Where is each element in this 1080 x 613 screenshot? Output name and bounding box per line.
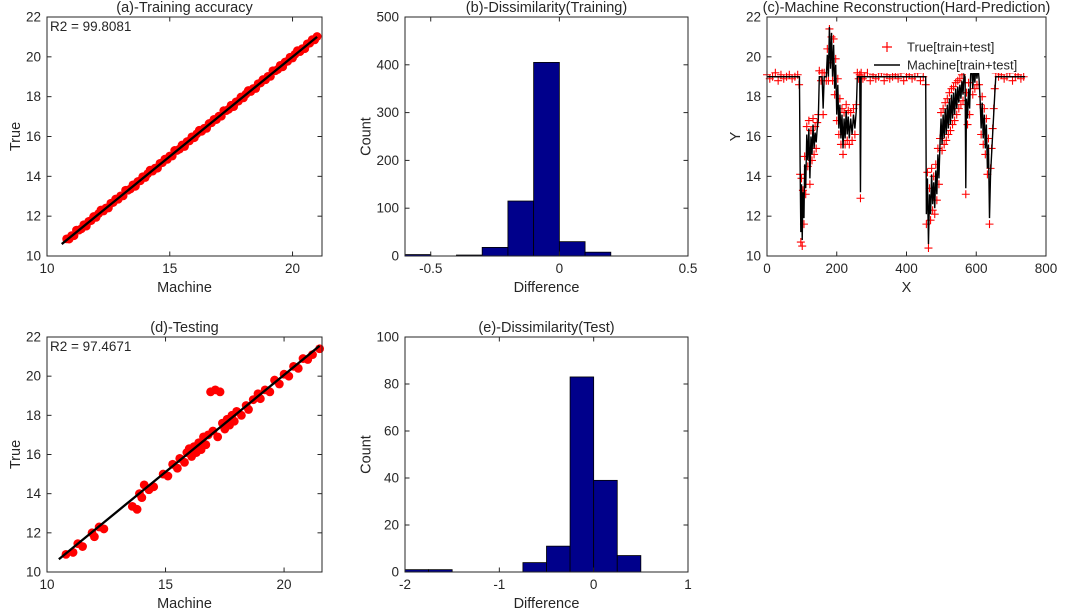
histogram-bars	[404, 376, 642, 573]
y-tick-label: 200	[376, 153, 399, 168]
x-tick-label: 200	[825, 261, 848, 276]
x-tick-label: 0.5	[679, 261, 698, 276]
x-tick-label: 15	[158, 577, 173, 592]
axes-box	[404, 336, 689, 573]
y-tick-label: 0	[391, 565, 399, 580]
x-tick-label: -1	[493, 577, 505, 592]
subplot-title: (b)-Dissimilarity(Training)	[466, 0, 627, 16]
x-tick-label: 0	[556, 261, 564, 276]
y-tick-label: 10	[26, 565, 41, 580]
y-tick-label: 100	[376, 330, 399, 345]
x-tick-label: 20	[277, 577, 292, 592]
x-tick-label: 800	[1035, 261, 1058, 276]
x-tick-label: -0.5	[419, 261, 442, 276]
x-axis-label: Machine	[157, 596, 212, 612]
y-tick-label: 18	[746, 89, 761, 104]
y-tick-label: 14	[746, 169, 762, 184]
r2-annotation: R2 = 99.8081	[50, 19, 131, 34]
subplot-title: (c)-Machine Reconstruction(Hard-Predicti…	[763, 0, 1051, 16]
y-tick-label: 18	[26, 89, 41, 104]
y-axis-label: True	[8, 122, 24, 151]
y-tick-label: 20	[26, 49, 41, 64]
axes-ticks	[46, 336, 322, 573]
y-tick-label: 40	[384, 471, 399, 486]
x-tick-label: 1	[684, 577, 692, 592]
y-tick-label: 16	[26, 129, 41, 144]
x-tick-label: 10	[39, 261, 54, 276]
y-tick-label: 20	[384, 518, 399, 533]
y-tick-label: 14	[26, 169, 42, 184]
axes-ticks	[404, 336, 689, 573]
x-axis-label: X	[902, 280, 912, 296]
x-axis-label: Difference	[514, 280, 580, 296]
y-tick-label: 18	[26, 408, 41, 423]
plot-area	[405, 337, 688, 572]
y-tick-label: 20	[26, 369, 41, 384]
x-tick-label: 20	[285, 261, 300, 276]
x-tick-label: 10	[39, 577, 54, 592]
y-tick-label: 300	[376, 105, 399, 120]
y-tick-label: 12	[26, 209, 41, 224]
legend-plus-icon	[882, 42, 892, 52]
x-tick-label: 400	[895, 261, 918, 276]
y-tick-label: 400	[376, 57, 399, 72]
x-tick-label: -2	[399, 577, 411, 592]
y-tick-label: 10	[746, 249, 761, 264]
subplot-d: 10 15 20 10 12 14 16 18 20 22 (d)-Testing Machine Tr…	[8, 320, 325, 612]
legend-label: True[train+test]	[907, 40, 994, 55]
subplot-title: (a)-Training accuracy	[116, 0, 253, 16]
legend-label: Machine[train+test]	[907, 58, 1017, 73]
true-plus-markers	[763, 24, 1028, 253]
axes-ticks	[766, 16, 1047, 257]
y-axis-label: Count	[359, 435, 375, 474]
y-tick-label: 0	[391, 249, 399, 264]
subplot-title: (e)-Dissimilarity(Test)	[478, 320, 614, 336]
x-axis-label: Machine	[157, 280, 212, 296]
legend: True[train+test] Machine[train+test]	[868, 33, 1044, 73]
y-tick-label: 22	[746, 10, 761, 25]
y-tick-label: 20	[746, 49, 761, 64]
y-tick-label: 12	[26, 525, 41, 540]
y-tick-label: 12	[746, 209, 761, 224]
subplot-a: 10 15 20 10 12 14 16 18 20 22 (a)-Training accurac…	[8, 0, 323, 296]
fit-line	[61, 36, 318, 245]
y-tick-label: 80	[384, 377, 399, 392]
y-tick-label: 100	[376, 201, 399, 216]
y-tick-label: 10	[26, 249, 41, 264]
y-tick-label: 16	[746, 129, 761, 144]
x-tick-label: 0	[590, 577, 598, 592]
x-tick-label: 600	[965, 261, 988, 276]
x-tick-label: 15	[162, 261, 177, 276]
y-axis-label: Y	[728, 131, 744, 141]
fit-line	[58, 344, 321, 561]
subplot-c: 0 200 400 600 800 10 12 14 16 18 20 22(c)-Machine R…	[728, 0, 1057, 296]
axes-ticks	[405, 16, 689, 257]
y-tick-label: 500	[376, 10, 399, 25]
y-tick-label: 22	[26, 330, 41, 345]
y-tick-label: 60	[384, 424, 399, 439]
x-tick-label: 0	[763, 261, 771, 276]
y-tick-label: 14	[26, 486, 42, 501]
y-axis-label: Count	[359, 117, 375, 156]
axes-ticks	[46, 16, 322, 257]
y-tick-label: 16	[26, 447, 41, 462]
machine-line	[767, 26, 1026, 245]
subplot-e: -2 -1 0 1020406080100(e)-Dissimilarity(Test…	[359, 320, 692, 612]
subplot-title: (d)-Testing	[150, 320, 219, 336]
r2-annotation: R2 = 97.4671	[50, 339, 131, 354]
x-axis-label: Difference	[514, 596, 580, 612]
y-tick-label: 22	[26, 10, 41, 25]
subplot-b: -0.5 0 0.5 0 100 200 300 400 500 (b)-Dissimilarit…	[359, 0, 698, 296]
y-axis-label: True	[8, 440, 24, 469]
axes-box	[404, 16, 689, 257]
